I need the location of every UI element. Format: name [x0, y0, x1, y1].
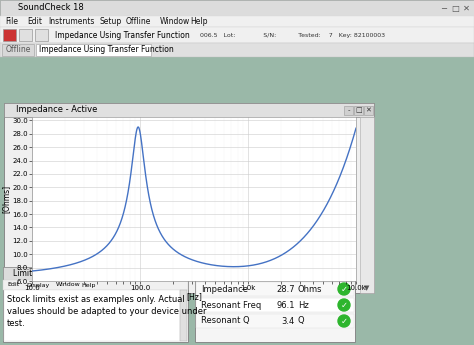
Text: ✓: ✓	[340, 300, 347, 309]
Text: Q: Q	[298, 316, 305, 325]
Text: Impedance Using Transfer Function: Impedance Using Transfer Function	[39, 46, 174, 55]
Text: □: □	[339, 270, 346, 276]
FancyBboxPatch shape	[196, 314, 354, 328]
FancyBboxPatch shape	[3, 29, 16, 41]
Text: values should be adapted to your device under: values should be adapted to your device …	[7, 306, 207, 315]
Text: Impedance Results: Impedance Results	[205, 269, 278, 278]
Text: Offline: Offline	[6, 46, 31, 55]
Circle shape	[338, 283, 350, 295]
FancyBboxPatch shape	[4, 290, 180, 341]
FancyBboxPatch shape	[3, 280, 188, 290]
Text: File: File	[5, 17, 18, 26]
Text: Window: Window	[55, 283, 80, 287]
Text: Hz: Hz	[298, 300, 309, 309]
X-axis label: [Hz]: [Hz]	[186, 293, 202, 302]
Text: Offline: Offline	[126, 17, 151, 26]
Text: -: -	[332, 270, 334, 276]
FancyBboxPatch shape	[4, 103, 374, 117]
Text: 96.1: 96.1	[276, 300, 295, 309]
FancyBboxPatch shape	[288, 125, 353, 145]
Text: Impedance Using Transfer Function: Impedance Using Transfer Function	[55, 30, 190, 39]
Text: Help: Help	[191, 17, 208, 26]
FancyBboxPatch shape	[0, 43, 474, 57]
FancyBboxPatch shape	[2, 44, 34, 56]
FancyBboxPatch shape	[344, 106, 353, 115]
Text: Instruments: Instruments	[49, 17, 95, 26]
Text: ✓: ✓	[340, 285, 347, 294]
FancyBboxPatch shape	[195, 267, 355, 280]
Text: Window: Window	[160, 17, 191, 26]
FancyBboxPatch shape	[0, 27, 474, 43]
FancyBboxPatch shape	[195, 267, 355, 342]
FancyBboxPatch shape	[19, 29, 32, 41]
FancyBboxPatch shape	[196, 298, 354, 312]
FancyBboxPatch shape	[36, 44, 151, 56]
FancyBboxPatch shape	[180, 290, 187, 341]
Text: Impedance: Impedance	[296, 128, 338, 138]
FancyBboxPatch shape	[0, 57, 474, 345]
Text: Resonant Freq: Resonant Freq	[201, 300, 261, 309]
Text: SoundCheck 18: SoundCheck 18	[18, 3, 84, 12]
Y-axis label: [Ohms]: [Ohms]	[2, 185, 11, 213]
FancyBboxPatch shape	[3, 267, 188, 342]
Text: Setup: Setup	[100, 17, 122, 26]
Text: Stock limits exist as examples only. Actual: Stock limits exist as examples only. Act…	[7, 295, 185, 304]
Text: Help: Help	[82, 283, 96, 287]
Text: Display: Display	[26, 283, 49, 287]
Text: Edit: Edit	[7, 283, 19, 287]
Circle shape	[338, 299, 350, 311]
Text: ▼: ▼	[365, 285, 370, 291]
Text: test.: test.	[7, 318, 26, 327]
FancyBboxPatch shape	[354, 106, 363, 115]
Text: Ohms: Ohms	[298, 285, 322, 294]
Text: □: □	[170, 270, 176, 276]
FancyBboxPatch shape	[35, 29, 48, 41]
Circle shape	[338, 315, 350, 327]
Text: ✕: ✕	[365, 107, 372, 113]
Text: ─: ─	[441, 3, 447, 12]
Text: ✓: ✓	[340, 316, 347, 325]
Text: -: -	[347, 107, 350, 113]
Text: Impedance: Impedance	[201, 285, 248, 294]
Text: Impedance - Active: Impedance - Active	[16, 106, 97, 115]
Text: -: -	[163, 270, 165, 276]
Text: ✕: ✕	[179, 270, 185, 276]
Text: 006.5   Lot:              S/N:           Tested:    7   Key: 82100003: 006.5 Lot: S/N: Tested: 7 Key: 82100003	[200, 32, 385, 38]
Text: ✕: ✕	[463, 3, 470, 12]
Text: □: □	[355, 107, 362, 113]
Text: ∧: ∧	[338, 128, 345, 138]
Text: Edit: Edit	[27, 17, 42, 26]
FancyBboxPatch shape	[0, 0, 474, 16]
Text: 3.4: 3.4	[282, 316, 295, 325]
FancyBboxPatch shape	[4, 103, 374, 293]
Text: Limits Info: Limits Info	[13, 269, 53, 278]
Text: ✕: ✕	[348, 270, 354, 276]
FancyBboxPatch shape	[0, 16, 474, 27]
FancyBboxPatch shape	[360, 117, 374, 293]
FancyBboxPatch shape	[3, 267, 188, 280]
FancyBboxPatch shape	[196, 282, 354, 296]
Text: Resonant Q: Resonant Q	[201, 316, 250, 325]
FancyBboxPatch shape	[364, 106, 373, 115]
Text: 28.7: 28.7	[276, 285, 295, 294]
Text: □: □	[451, 3, 459, 12]
